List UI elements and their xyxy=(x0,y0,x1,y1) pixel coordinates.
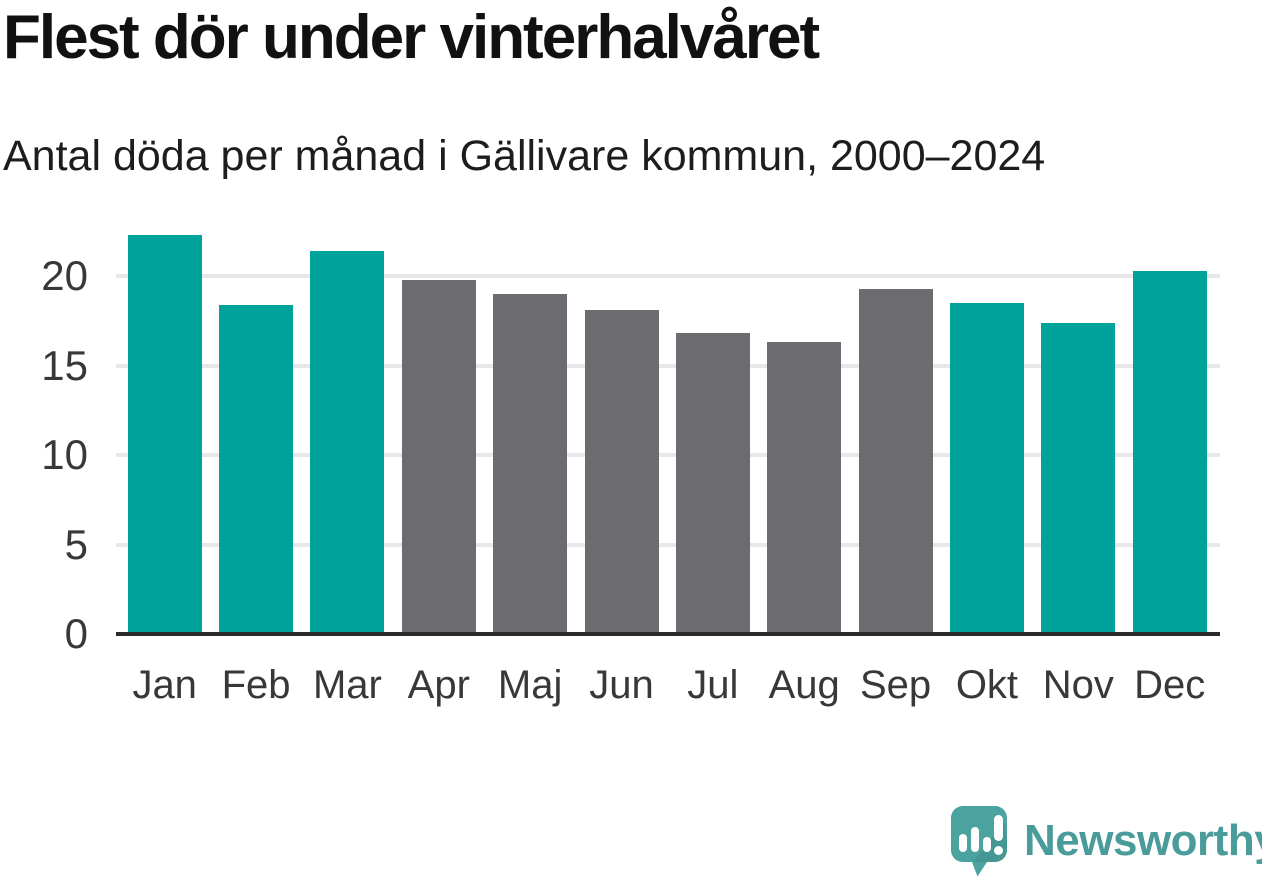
y-tick-label-10: 10 xyxy=(41,431,88,478)
gridline-5 xyxy=(116,542,1220,547)
bar-nov xyxy=(1041,322,1116,634)
y-tick-label-0: 0 xyxy=(64,610,88,657)
month-label-maj: Maj xyxy=(497,663,563,707)
month-label-feb: Feb xyxy=(221,663,291,707)
y-tick-label-20: 20 xyxy=(41,252,88,299)
bar-dec xyxy=(1132,270,1207,634)
bar-jan xyxy=(127,234,202,634)
month-label-jul: Jul xyxy=(687,663,739,707)
bar-feb xyxy=(219,304,294,634)
newsworthy-logo-icon xyxy=(951,806,1007,877)
month-label-sep: Sep xyxy=(859,663,932,707)
brand-name: Newsworthy xyxy=(1024,816,1262,865)
gridline-20 xyxy=(116,274,1220,278)
x-axis-line xyxy=(116,632,1220,636)
chart-title: Flest dör under vinterhalvåret xyxy=(3,3,820,72)
bar-jun xyxy=(584,310,659,634)
bar-maj xyxy=(493,293,568,634)
bar-jul xyxy=(675,333,750,634)
gridline-15 xyxy=(116,363,1220,368)
month-label-apr: Apr xyxy=(407,663,470,707)
month-label-jan: Jan xyxy=(132,663,197,707)
y-tick-label-5: 5 xyxy=(64,520,88,568)
bar-sep xyxy=(858,288,933,634)
bar-apr xyxy=(401,279,476,634)
month-label-jun: Jun xyxy=(589,663,654,707)
month-label-nov: Nov xyxy=(1042,663,1114,707)
month-label-mar: Mar xyxy=(312,663,382,707)
bar-okt xyxy=(949,302,1024,634)
month-label-aug: Aug xyxy=(768,663,840,707)
gridline-10 xyxy=(116,453,1220,457)
bar-aug xyxy=(767,342,842,634)
brand-footer: Newsworthy xyxy=(947,804,1262,878)
bar-mar xyxy=(310,250,385,634)
y-tick-label-15: 15 xyxy=(41,341,88,389)
chart-subtitle: Antal döda per månad i Gällivare kommun,… xyxy=(3,132,1046,180)
month-label-dec: Dec xyxy=(1134,663,1206,707)
month-label-okt: Okt xyxy=(955,663,1019,707)
